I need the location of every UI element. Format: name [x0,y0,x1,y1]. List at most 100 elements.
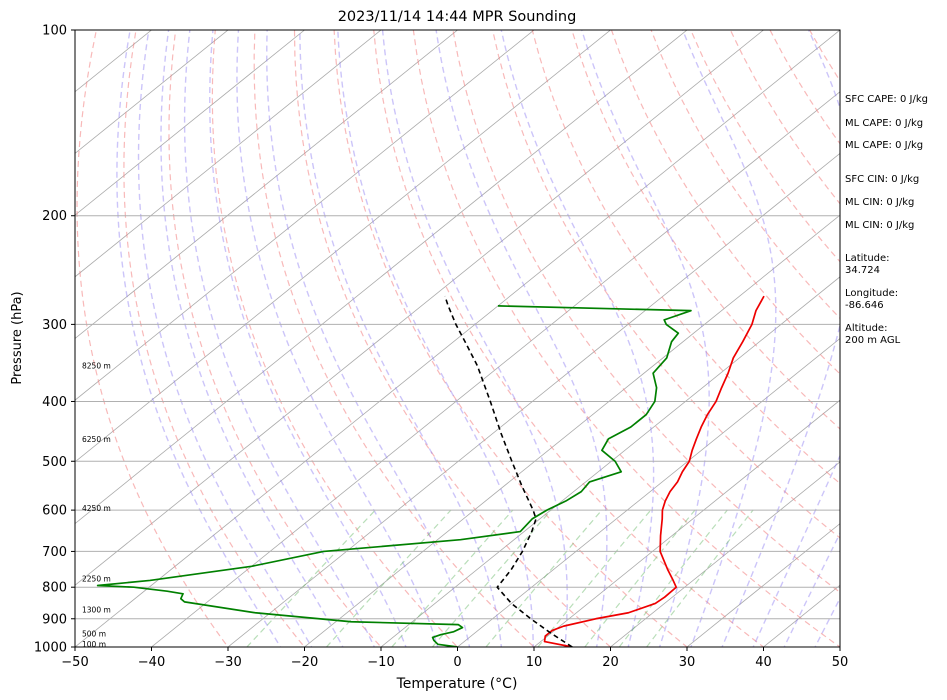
dry-adiabat-line [928,30,947,660]
height-labels: 100 m 500 m 1300 m 2250 m 4250 m 6250 m 8250 m [82,362,111,649]
annotation-text: -86.646 [845,300,884,311]
y-tick-label: 900 [42,612,67,627]
isotherm-line [75,30,688,525]
x-tick-label: 20 [602,655,619,670]
moist-adiabat-line [337,30,534,647]
moist-adiabat-line [183,30,376,647]
dry-adiabat-line [253,30,535,647]
y-tick-label: 100 [42,24,67,39]
annotation-text: ML CIN: 0 J/kg [845,220,914,231]
x-axis-label: Temperature (°C) [396,676,518,692]
isotherm-line [686,523,840,647]
y-axis-label: Pressure (hPa) [10,291,25,384]
isotherm-line [75,30,840,647]
x-tick-label: −30 [214,655,241,670]
x-tick-label: 0 [453,655,461,670]
mixing-ratio-line [485,509,603,647]
mixing-ratio-line [391,509,514,647]
height-label: 6250 m [82,435,111,444]
y-tick-label: 500 [42,455,67,470]
moist-adiabat-line [581,30,710,647]
height-label: 4250 m [82,504,111,513]
y-tick-label: 700 [42,545,67,560]
height-label: 1300 m [82,606,111,615]
isotherm-line [380,276,840,647]
dry-adiabat-line [650,30,840,320]
moist-adiabat-line [721,30,840,647]
moist-adiabat-line [500,30,655,647]
mixing-ratio-line [537,509,652,647]
height-label: 8250 m [82,362,111,371]
y-tick-label: 1000 [34,641,67,656]
annotation-text: SFC CAPE: 0 J/kg [845,94,928,105]
isotherm-line [609,461,840,647]
dry-adiabat-line [610,30,840,375]
x-tick-label: −10 [367,655,394,670]
annotation-text: ML CAPE: 0 J/kg [845,118,923,129]
annotation-text: Altitude: [845,323,887,334]
isotherm-line [75,30,535,401]
isotherm-line [227,152,840,647]
moist-adiabat-line [435,30,608,647]
isotherm-line [150,91,840,647]
y-tick-label: 800 [42,581,67,596]
x-tick-label: −40 [138,655,165,670]
dry-adiabat-line [211,30,459,647]
height-label: 500 m [82,629,106,638]
isotherm-line [533,399,840,647]
annotation-text: ML CIN: 0 J/kg [845,197,914,208]
dry-adiabat-line [123,30,306,647]
dewpoint-profile [96,305,692,647]
dry-adiabat-line [76,30,229,647]
moist-adiabat-line [116,30,282,647]
height-label: 100 m [82,640,106,649]
dry-adiabat-line [452,30,840,594]
isotherm-line [75,30,382,278]
dry-adiabat-line [333,30,688,647]
moist-adiabat-line [299,30,503,647]
isotherm-line [75,30,612,463]
dry-adiabat-line [373,30,765,647]
parcel-path [444,295,573,647]
x-tick-label: 50 [832,655,849,670]
isotherm-line [75,30,765,586]
x-tick-label: 30 [679,655,696,670]
mixing-ratio-line [584,509,696,647]
isotherm-line [456,337,840,647]
annotation-text: Latitude: [845,253,890,264]
mixing-ratio-line [431,509,552,647]
data-series [96,295,765,647]
dry-adiabat-line [412,30,840,647]
moist-adiabat-line [236,30,439,647]
annotation-text: ML CAPE: 0 J/kg [845,140,923,151]
y-tick-label: 200 [42,209,67,224]
moist-adiabat-line [381,30,568,647]
dry-adiabat-line [168,30,382,647]
y-tick-label: 400 [42,395,67,410]
x-tick-label: 40 [755,655,772,670]
y-tick-label: 600 [42,504,67,519]
chart-title: 2023/11/14 14:44 MPR Sounding [338,9,577,25]
annotation-text: SFC CIN: 0 J/kg [845,174,919,185]
x-tick-label: −50 [61,655,88,670]
annotations: SFC CAPE: 0 J/kg ML CAPE: 0 J/kg ML CAPE: … [845,94,928,346]
dry-adiabat-line [492,30,840,539]
moist-adiabat-line [209,30,407,647]
x-tick-label: −20 [291,655,318,670]
annotation-text: 200 m AGL [845,335,901,346]
height-label: 2250 m [82,575,111,584]
isotherm-line [900,16,947,660]
moist-adiabat-line [681,30,777,647]
dry-adiabat-line [571,30,840,430]
temperature-profile [543,295,765,647]
moist-adiabat-line [266,30,471,647]
background-lines [75,16,947,660]
isotherm-line [75,30,306,216]
x-tick-label: 10 [526,655,543,670]
isotherm-line [75,30,229,154]
isotherm-line [303,214,840,647]
x-ticks: −50 −40 −30 −20 −10 0 10 20 30 40 50 [61,647,848,670]
annotation-text: 34.724 [845,265,880,276]
dry-adiabat-line [531,30,840,485]
